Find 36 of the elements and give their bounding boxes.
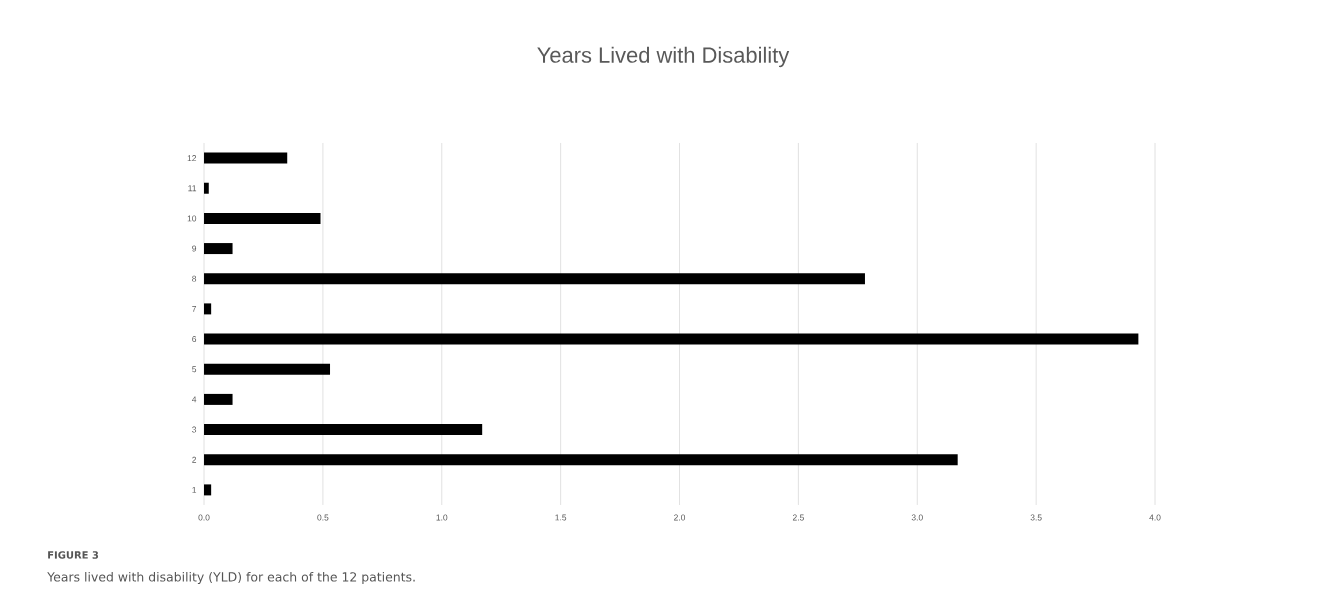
x-tick-label: 3.5 xyxy=(1030,514,1042,521)
bar xyxy=(204,484,212,496)
caption: FIGURE 3 xyxy=(48,551,99,559)
y-tick-label: 8 xyxy=(192,275,197,282)
y-tick-label: 12 xyxy=(187,155,197,162)
y-tick-label: 7 xyxy=(192,305,197,312)
bar xyxy=(204,454,958,466)
y-tick-label: 5 xyxy=(192,366,197,373)
x-tick-label: 2.5 xyxy=(792,514,804,521)
bar xyxy=(204,363,331,375)
bar xyxy=(204,424,483,436)
x-tick-label: 0.5 xyxy=(317,514,329,521)
y-tick-label: 11 xyxy=(188,185,197,192)
y-tick-label: 9 xyxy=(192,245,197,252)
x-tick-label: 2.0 xyxy=(674,514,686,521)
bar xyxy=(204,393,233,405)
chart-title: Years Lived with Disability xyxy=(537,46,790,68)
bar xyxy=(204,333,1139,345)
bar xyxy=(204,243,233,255)
y-tick-label: 6 xyxy=(192,336,197,343)
x-tick-label: 1.0 xyxy=(436,514,448,521)
y-tick-label: 3 xyxy=(192,426,197,433)
bar xyxy=(204,212,321,224)
bar xyxy=(204,273,865,285)
x-tick-label: 4.0 xyxy=(1149,514,1161,521)
bar xyxy=(204,182,209,194)
y-tick-label: 1 xyxy=(192,486,197,493)
y-tick-label: 2 xyxy=(192,456,197,463)
y-tick-label: 4 xyxy=(191,396,197,403)
x-tick-label: 1.5 xyxy=(555,514,567,521)
y-tick-label: 10 xyxy=(187,215,197,222)
bar xyxy=(204,303,212,315)
x-tick-label: 0.0 xyxy=(198,514,210,521)
text: Years lived with disability (YLD) for each of the 12 patients. xyxy=(47,571,415,585)
bar xyxy=(204,152,288,164)
x-tick-label: 3.0 xyxy=(911,514,923,521)
